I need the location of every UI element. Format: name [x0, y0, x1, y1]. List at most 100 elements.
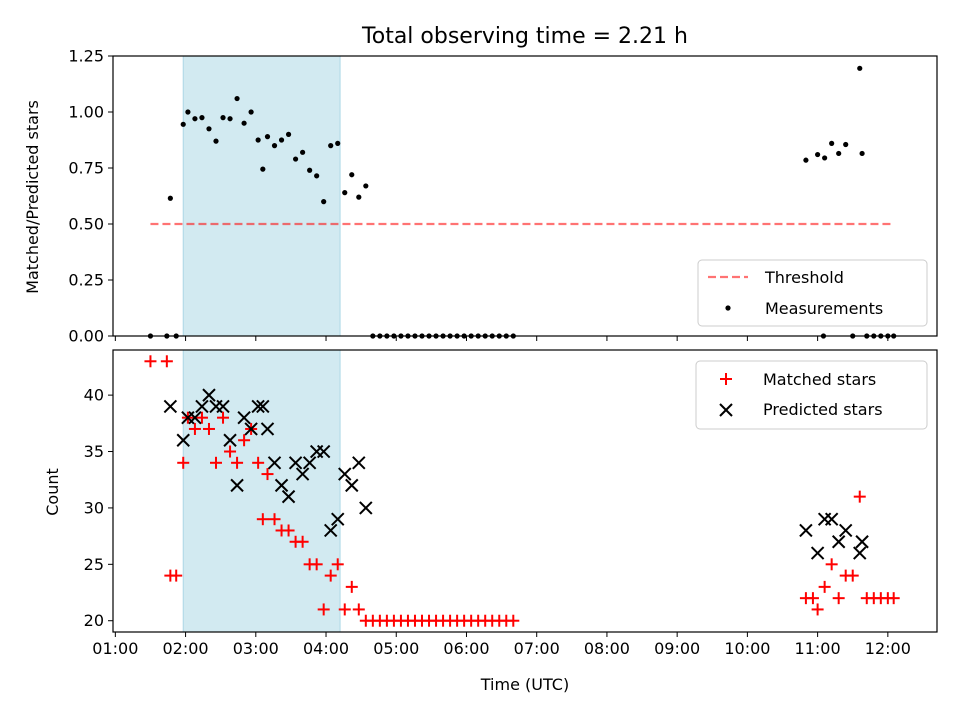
chart-title: Total observing time = 2.21 h — [361, 24, 688, 49]
predicted-point-b — [831, 535, 846, 549]
predicted-point — [267, 456, 282, 470]
predicted-point-b — [345, 478, 359, 493]
predicted-point — [359, 501, 373, 515]
measurement-point — [248, 109, 254, 115]
predicted-point-b — [223, 433, 237, 447]
predicted-point-b — [295, 467, 310, 481]
predicted-point — [352, 456, 366, 470]
measurement-point — [803, 157, 809, 163]
predicted-point — [302, 456, 317, 470]
bottom-series-predicted-stars — [163, 388, 869, 560]
bottom-y-axis-label: Count — [43, 468, 62, 516]
matched-point — [282, 524, 295, 537]
measurement-point — [199, 115, 205, 121]
measurement-point — [822, 155, 828, 161]
measurement-point — [356, 194, 362, 200]
x-axis-label: Time (UTC) — [480, 675, 569, 694]
measurement-point — [300, 149, 306, 155]
predicted-point-b — [281, 489, 296, 504]
top-y-tick-label: 1.25 — [68, 47, 104, 66]
matched-point — [345, 580, 358, 593]
predicted-point — [331, 512, 345, 526]
measurement-point — [307, 167, 313, 173]
predicted-point — [345, 478, 359, 493]
bottom-y-tick-label: 35 — [84, 442, 104, 461]
bottom-y-tick-label: 25 — [84, 555, 104, 574]
predicted-point — [260, 422, 275, 436]
legend-predicted-swatch — [719, 403, 733, 417]
bottom-axes-frame — [112, 349, 938, 633]
bottom-x-tick-label: 07:00 — [514, 639, 560, 658]
bottom-x-tick-label: 05:00 — [373, 639, 419, 658]
measurement-point — [363, 183, 369, 189]
predicted-point — [288, 456, 303, 470]
predicted-point — [295, 467, 310, 481]
predicted-point-b — [195, 399, 209, 414]
measurement-point — [206, 126, 212, 132]
predicted-point-b — [216, 399, 230, 414]
predicted-point-b — [331, 512, 345, 526]
matched-point — [195, 411, 208, 424]
bottom-panel: 20 25 30 35 40 01:00 02:00 03:00 04:00 05:00 06:00… — [84, 349, 938, 658]
matched-point — [160, 355, 173, 368]
bottom-x-tick-label: 12:00 — [865, 639, 911, 658]
predicted-point-b — [260, 422, 275, 436]
legend-matched-label: Matched stars — [763, 370, 876, 389]
bottom-x-tick-label: 06:00 — [443, 639, 489, 658]
bottom-legend-frame — [695, 360, 928, 430]
predicted-point-b — [288, 456, 303, 470]
predicted-point — [230, 478, 244, 493]
measurement-point — [285, 131, 292, 137]
measurement-point — [220, 115, 226, 121]
predicted-point-b — [230, 478, 244, 493]
measurement-point — [167, 195, 173, 201]
measurement-point — [227, 116, 233, 122]
top-panel: 0.00 0.25 0.50 0.75 1.00 1.25 — [68, 47, 938, 346]
predicted-point-b — [810, 546, 825, 560]
matched-point — [188, 422, 201, 435]
bottom-x-tick-label: 04:00 — [303, 639, 349, 658]
matched-point — [177, 456, 190, 469]
matched-point — [818, 580, 831, 593]
predicted-point-b — [855, 535, 869, 549]
predicted-point-b — [359, 501, 373, 515]
bottom-shaded-span — [182, 349, 341, 633]
measurement-point — [843, 141, 849, 148]
matched-point — [231, 456, 244, 469]
top-legend: Threshold Measurements — [697, 259, 928, 327]
matched-point — [832, 592, 845, 605]
measurement-point — [335, 140, 341, 146]
measurement-point — [260, 166, 266, 172]
bottom-x-tick-label: 03:00 — [233, 639, 279, 658]
top-legend-frame — [697, 259, 928, 327]
predicted-point-b — [188, 410, 202, 425]
measurement-point — [829, 140, 835, 146]
predicted-point — [338, 467, 352, 481]
bottom-y-tick-label: 30 — [84, 498, 104, 517]
predicted-point-b — [163, 399, 178, 414]
measurement-point — [859, 150, 865, 157]
matched-point — [338, 603, 351, 616]
bottom-x-tick-label: 08:00 — [584, 639, 630, 658]
measurement-point — [180, 121, 186, 127]
measurement-point — [292, 156, 299, 162]
matched-point — [268, 513, 281, 526]
predicted-point — [838, 523, 853, 538]
matched-point — [811, 603, 824, 616]
measurement-point — [192, 116, 198, 122]
legend-measurements-swatch — [725, 305, 731, 311]
predicted-point — [799, 523, 813, 538]
measurement-point — [255, 137, 261, 143]
matched-point — [846, 569, 859, 582]
predicted-point — [855, 535, 869, 549]
predicted-point-b — [838, 523, 853, 538]
predicted-point — [256, 399, 270, 414]
measurement-point — [271, 143, 278, 149]
top-y-tick-label: 0.75 — [68, 159, 104, 178]
measurement-point — [213, 138, 219, 144]
bottom-x-tick-label: 01:00 — [92, 639, 138, 658]
top-y-tick-label: 0.50 — [68, 215, 104, 234]
measurement-point — [857, 65, 863, 71]
legend-threshold-label: Threshold — [764, 268, 844, 287]
